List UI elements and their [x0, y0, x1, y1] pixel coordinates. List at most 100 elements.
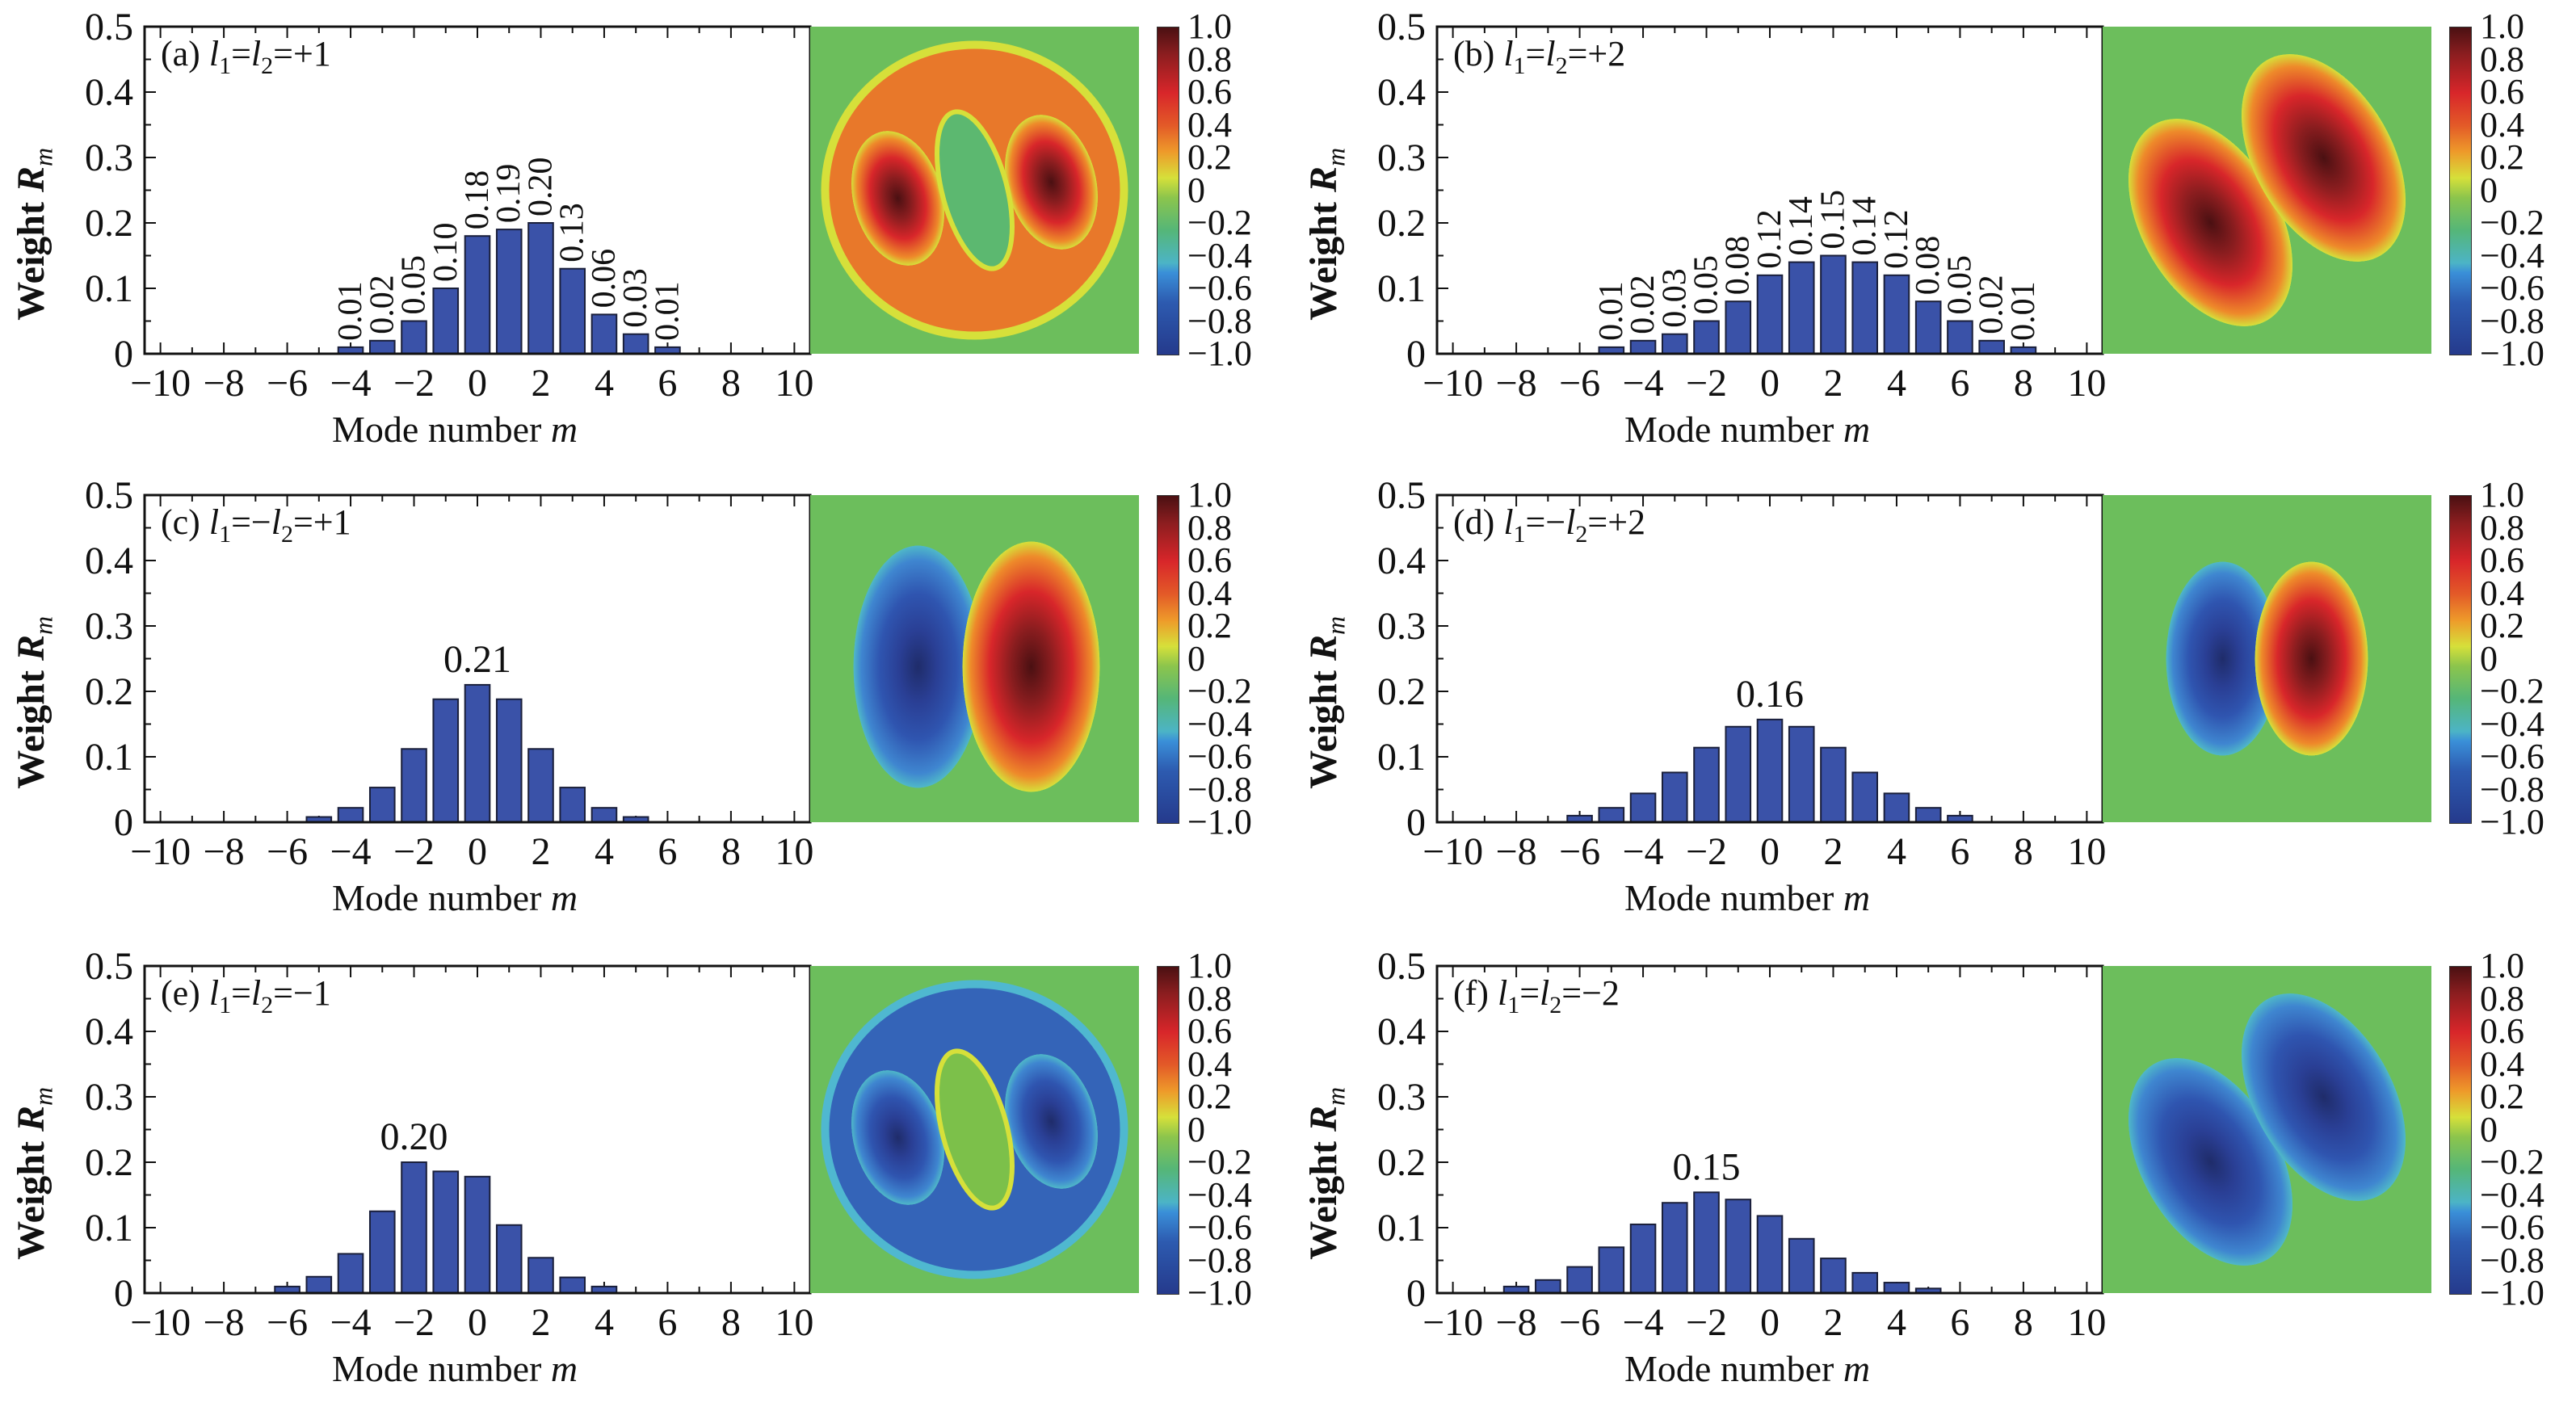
- colorbar-tick-label: −0.6: [2480, 268, 2544, 308]
- colorbar-tick-label: 0.2: [2480, 606, 2524, 645]
- bar-m-6: [1947, 320, 1973, 355]
- colorbar-tick-label: 1.0: [1187, 475, 1232, 514]
- panel-b: Weight Rm −10 −8 −6 −4 −2 0 2 4 6 8 10 0 0.1 0.2 0.3 0.4…: [1292, 0, 2576, 468]
- y-tick-label: 0.2: [1377, 670, 1426, 713]
- bar-m-2: [527, 748, 554, 823]
- lobe-left: [851, 1070, 945, 1205]
- panel-d: Weight Rm −10 −8 −6 −4 −2 0 2 4 6 8 10 0 0.1 0.2 0.3 0.4…: [1292, 468, 2576, 937]
- bar-m--3: [368, 787, 396, 824]
- colorbar-tick-label: −0.4: [1187, 1174, 1252, 1215]
- colorbar-tick-label: −1.0: [2480, 802, 2544, 842]
- bar-m--5: [1598, 807, 1625, 823]
- y-tick-label: 0.2: [85, 202, 133, 245]
- bar-m--2: [401, 748, 427, 823]
- colorbar-tick-label: −1.0: [2480, 334, 2544, 373]
- x-tick-label: 6: [658, 830, 677, 873]
- colorbar-tick-label: −1.0: [1187, 334, 1252, 373]
- colorbar-tick-label: 0.4: [1187, 573, 1232, 613]
- bar-data-label: 0.02: [1624, 275, 1662, 334]
- y-tick-label: 0.4: [85, 1010, 133, 1053]
- ring-edge: [821, 980, 1128, 1279]
- bar-m-3: [1851, 1271, 1879, 1295]
- y-tick-label: 0: [1406, 801, 1426, 844]
- colorbar-tick-label: −0.2: [2480, 203, 2544, 242]
- lobe-left: [851, 131, 945, 266]
- bar-m-2: [1820, 254, 1847, 355]
- bar-m-3: [1851, 771, 1879, 824]
- bar-m--5: [305, 1275, 333, 1294]
- bar-data-label: 0.01: [332, 281, 369, 341]
- bar-m--2: [401, 1161, 427, 1294]
- colorbar-tick-label: 0.4: [2480, 1044, 2524, 1084]
- x-tick-label: 10: [2067, 830, 2106, 873]
- l2-sub: 2: [1549, 991, 1562, 1018]
- equals: =: [231, 34, 251, 73]
- x-axis-label-var: m: [550, 877, 578, 918]
- y-tick-label: 0.5: [1377, 474, 1426, 517]
- panel-title: (d) l1=−l2=+2: [1453, 502, 1645, 548]
- colorbar-tick-label: −0.2: [2480, 1142, 2544, 1182]
- x-tick-label: 4: [1887, 830, 1906, 873]
- x-axis-label-word: Mode number: [332, 1348, 551, 1389]
- l2-var: l: [1545, 34, 1556, 73]
- y-tick-label: 0: [1406, 1272, 1426, 1315]
- y-tick-label: 0.3: [85, 136, 133, 179]
- colorbar-tick-label: 0.8: [1187, 978, 1232, 1018]
- l1-sub: 1: [219, 520, 232, 548]
- x-tick-label: 6: [658, 1301, 677, 1344]
- panel-letter: (e): [161, 973, 209, 1013]
- x-axis-label: Mode number m: [332, 408, 578, 451]
- bar-chart-e: −10 −8 −6 −4 −2 0 2 4 6 8 10 0 0.1 0.2 0.3 0.4 0.5 0.20: [85, 945, 813, 1344]
- y-tick-label: 0.4: [85, 540, 133, 582]
- bar-m-0: [1756, 1215, 1784, 1295]
- lobe-lower-left: [2128, 119, 2293, 326]
- lobe-positive: [2255, 561, 2368, 756]
- x-tick-label: −8: [204, 830, 245, 873]
- x-tick-label: 6: [658, 362, 677, 405]
- x-axis-label-word: Mode number: [1624, 409, 1843, 450]
- heatmap-svg: [2128, 54, 2406, 326]
- field-heatmap: [810, 495, 1139, 822]
- bar-m-4: [1883, 792, 1910, 823]
- heatmap-svg: [2128, 993, 2406, 1266]
- x-tick-label: −2: [393, 362, 435, 405]
- x-axis-label-var: m: [1843, 409, 1871, 450]
- lobe-positive: [962, 541, 1100, 792]
- x-tick-label: −2: [393, 830, 435, 873]
- y-tick-label: 0.2: [1377, 1141, 1426, 1184]
- bar-m-4: [590, 313, 618, 355]
- x-axis-label-word: Mode number: [1624, 1348, 1843, 1389]
- colorbar-tick-label: 0.2: [1187, 1077, 1232, 1116]
- colorbar-tick-label: 0: [1187, 170, 1205, 210]
- x-tick-label: 8: [2014, 362, 2033, 405]
- bar-chart-b: −10 −8 −6 −4 −2 0 2 4 6 8 1000.10.20.30.40.50.010.…: [1377, 6, 2106, 405]
- bar-m--4: [1629, 792, 1657, 823]
- panel-title: (a) l1=l2=+1: [161, 33, 331, 80]
- x-axis-label: Mode number m: [1624, 408, 1870, 451]
- x-axis-label-word: Mode number: [332, 877, 551, 918]
- bar-m-1: [495, 698, 523, 823]
- bar-m--4: [337, 807, 364, 823]
- x-tick-label: 8: [2014, 1301, 2033, 1344]
- y-tick-label: 0.3: [1377, 605, 1426, 648]
- bar-data-label: 0.14: [1847, 196, 1884, 256]
- bar-m-0: [1756, 718, 1784, 823]
- x-tick-label: −10: [130, 1301, 191, 1344]
- colorbar-tick-label: −0.6: [1187, 268, 1252, 308]
- colorbar-tick-label: 0.4: [1187, 104, 1232, 145]
- colorbar: [2449, 495, 2472, 824]
- colorbar-tick-label: −1.0: [2480, 1273, 2544, 1312]
- colorbar-tick-label: 0.2: [2480, 137, 2524, 177]
- field-heatmap: [810, 27, 1139, 354]
- bar-m-3: [1851, 261, 1879, 355]
- l2-var: l: [250, 973, 262, 1013]
- x-tick-label: 2: [1823, 362, 1843, 405]
- bar-m--4: [337, 1253, 364, 1294]
- colorbar-tick-label: −0.4: [2480, 235, 2544, 275]
- bar-data-label: 0.08: [1910, 236, 1947, 296]
- x-tick-label: 6: [1950, 362, 1969, 405]
- l1-sub: 1: [219, 991, 232, 1018]
- panel-title: (e) l1=l2=−1: [161, 972, 331, 1019]
- field-heatmap: [810, 966, 1139, 1293]
